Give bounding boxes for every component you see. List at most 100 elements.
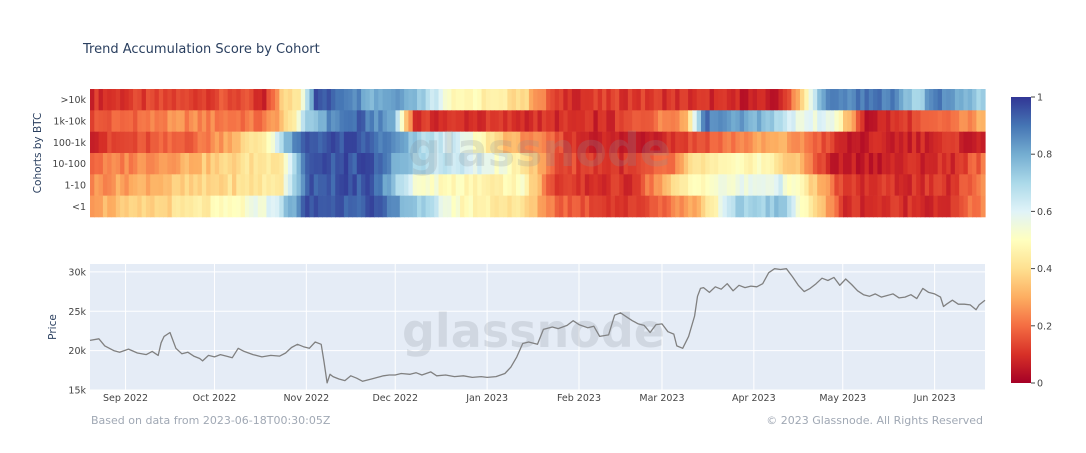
heatmap-cell (305, 89, 311, 111)
heatmap-cell (176, 195, 181, 218)
heatmap-cell (933, 174, 939, 196)
heatmap-cell (941, 89, 947, 111)
heatmap-cell (214, 174, 220, 196)
heatmap-cell (511, 195, 517, 218)
heatmap-cell (257, 153, 263, 175)
heatmap-cell (580, 89, 586, 111)
heatmap-cell (761, 110, 767, 132)
heatmap-cell (188, 110, 194, 132)
heatmap-cell (873, 174, 879, 196)
heatmap-cell (197, 110, 203, 132)
heatmap-cell (262, 110, 268, 132)
heatmap-cell (399, 131, 405, 154)
heatmap-cell (154, 110, 160, 132)
heatmap-cell (967, 131, 973, 154)
heatmap-cell (318, 195, 323, 218)
heatmap-cell (851, 195, 857, 218)
heatmap-cell (563, 195, 569, 218)
heatmap-cell (352, 131, 358, 154)
heatmap-cell (606, 131, 612, 154)
heatmap-cell (662, 110, 668, 132)
heatmap-cell (898, 195, 904, 218)
heatmap-cell (937, 110, 943, 132)
heatmap-cell (296, 174, 302, 196)
heatmap-cell (898, 153, 904, 175)
heatmap-cell (666, 174, 672, 196)
price-y-tick-label: 15k (68, 386, 86, 397)
heatmap-cell (855, 195, 861, 218)
heatmap-cell (266, 153, 272, 175)
heatmap-cell (124, 153, 130, 175)
heatmap-cell (649, 89, 655, 111)
heatmap-cell (133, 89, 138, 111)
heatmap-cell (94, 131, 100, 154)
heatmap-cell (933, 195, 939, 218)
heatmap-cell (481, 153, 487, 175)
heatmap-cell (627, 174, 633, 196)
heatmap-cell (602, 110, 607, 132)
heatmap-cell (322, 174, 328, 196)
heatmap-cell (262, 89, 268, 111)
heatmap-cell (472, 174, 478, 196)
heatmap-cell (541, 153, 547, 175)
heatmap-cell (761, 89, 767, 111)
heatmap-cell (477, 110, 483, 132)
colorbar-tick-label: 0.6 (1037, 207, 1052, 218)
heatmap-cell (145, 153, 151, 175)
heatmap-cell (855, 174, 861, 196)
heatmap-cell (980, 153, 986, 175)
heatmap-cell (442, 89, 448, 111)
heatmap-cell (533, 89, 539, 111)
heatmap-cell (683, 131, 689, 154)
heatmap-cell (262, 153, 268, 175)
heatmap-cell (524, 110, 530, 132)
heatmap-cell (111, 89, 117, 111)
heatmap-cell (701, 174, 706, 196)
heatmap-cell (735, 131, 741, 154)
heatmap-cell (464, 174, 470, 196)
heatmap-cell (485, 174, 491, 196)
heatmap-cell (498, 195, 504, 218)
heatmap-cell (563, 153, 569, 175)
heatmap-cell (675, 174, 681, 196)
heatmap-cell (907, 195, 913, 218)
heatmap-cell (494, 89, 500, 111)
heatmap-cell (524, 153, 530, 175)
heatmap-cell (425, 110, 431, 132)
heatmap-cell (330, 89, 336, 111)
heatmap-cell (128, 174, 134, 196)
heatmap-cell (726, 110, 732, 132)
heatmap-cell (369, 153, 375, 175)
heatmap-cell (503, 174, 508, 196)
heatmap-cell (292, 195, 298, 218)
heatmap-cell (128, 110, 134, 132)
heatmap-cell (688, 153, 693, 175)
heatmap-cell (257, 174, 263, 196)
heatmap-cell (584, 174, 590, 196)
heatmap-cell (593, 153, 599, 175)
heatmap-cell (236, 89, 242, 111)
heatmap-cell (744, 174, 749, 196)
heatmap-cell (503, 153, 508, 175)
heatmap-cell (283, 195, 289, 218)
heatmap-cell (326, 110, 332, 132)
heatmap-cell (373, 174, 379, 196)
heatmap-cell (580, 174, 586, 196)
heatmap-cell (688, 195, 693, 218)
heatmap-cell (498, 153, 504, 175)
heatmap-cell (804, 89, 810, 111)
heatmap-cell (451, 89, 457, 111)
heatmap-cell (735, 174, 741, 196)
heatmap-cell (107, 131, 113, 154)
heatmap-cell (597, 195, 603, 218)
heatmap-cell (343, 174, 349, 196)
heatmap-cell (455, 89, 461, 111)
heatmap-cell (752, 174, 758, 196)
heatmap-cell (318, 174, 323, 196)
heatmap-cell (412, 110, 418, 132)
heatmap-cell (563, 89, 569, 111)
heatmap-cell (830, 131, 835, 154)
heatmap-cell (972, 110, 977, 132)
heatmap-cell (795, 89, 801, 111)
heatmap-cell (102, 153, 108, 175)
